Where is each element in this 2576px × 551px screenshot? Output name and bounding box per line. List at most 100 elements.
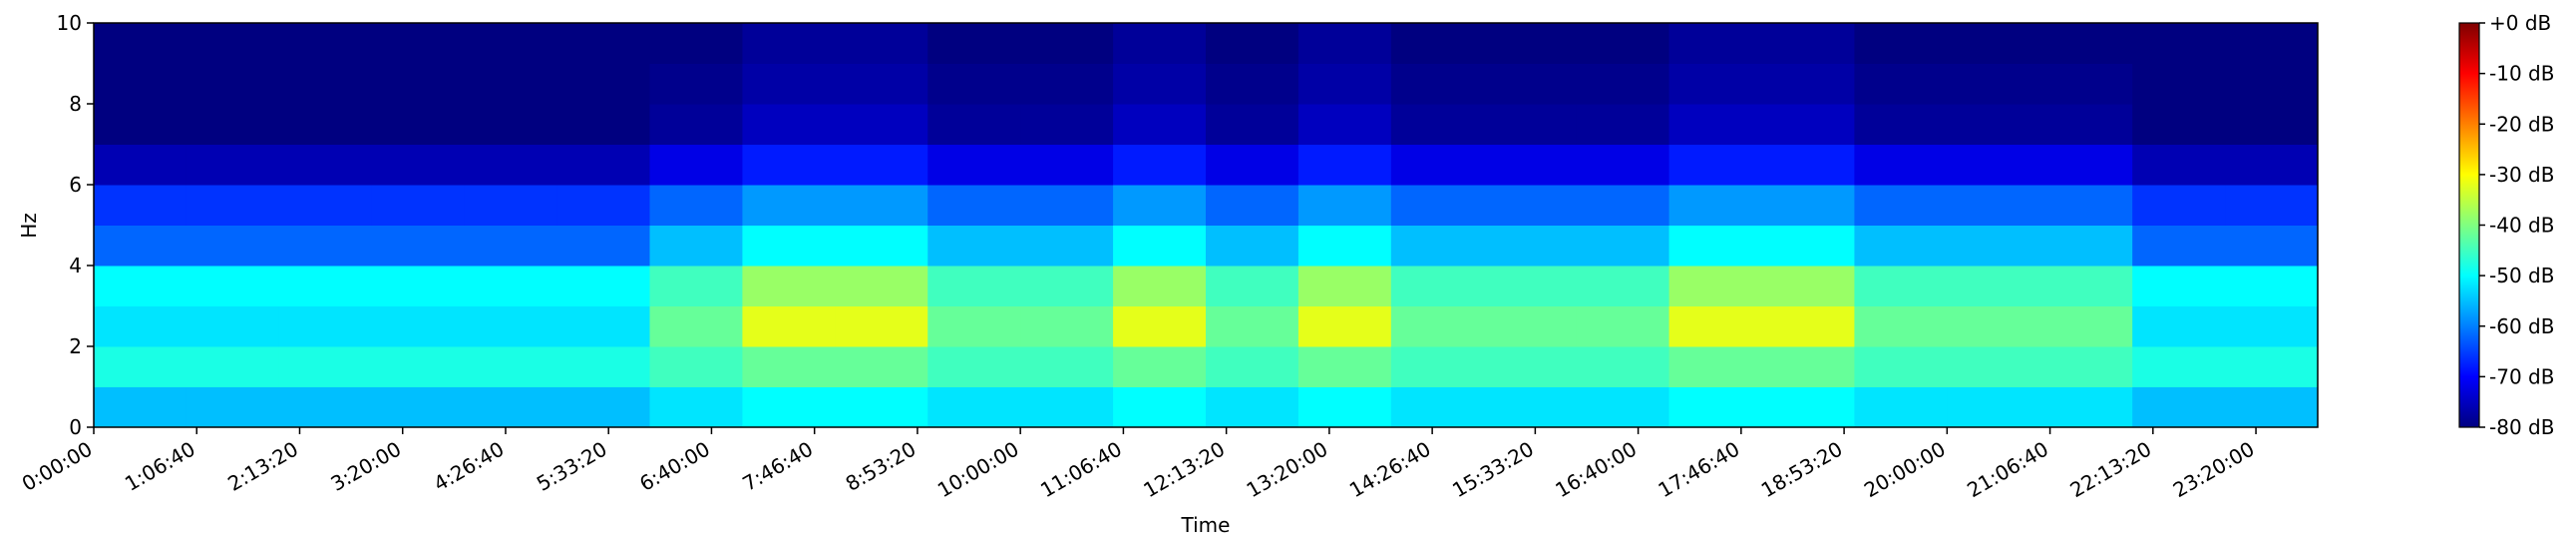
heatmap-cell [927, 386, 1021, 428]
heatmap-cell [464, 225, 558, 267]
heatmap-cell [556, 144, 650, 186]
x-tick-label: 8:53:20 [842, 437, 920, 496]
heatmap-cell [371, 144, 466, 186]
heatmap-cell [1020, 305, 1114, 347]
heatmap-cell [1576, 23, 1670, 64]
heatmap-cell [1483, 386, 1578, 428]
heatmap-cell [1206, 23, 1299, 64]
heatmap-cell [1761, 144, 1855, 186]
heatmap-cell [2039, 63, 2133, 105]
heatmap-cell [2132, 266, 2226, 306]
heatmap-cell [2039, 225, 2133, 267]
heatmap-cell [2225, 225, 2319, 267]
heatmap-cell [1947, 185, 2040, 226]
heatmap-cell [2132, 63, 2226, 105]
heatmap-cell [1761, 63, 1855, 105]
x-axis-label: Time [1181, 513, 1231, 537]
heatmap-cell [1206, 144, 1299, 186]
x-tick-label: 2:13:20 [223, 437, 302, 496]
heatmap-cell [835, 346, 928, 387]
heatmap-cell [185, 386, 280, 428]
heatmap-cell [742, 346, 836, 387]
heatmap-cell [1947, 23, 2040, 64]
heatmap-cell [1668, 225, 1762, 267]
heatmap-cell [1020, 225, 1114, 267]
heatmap-cell [2039, 305, 2133, 347]
heatmap-cell [556, 305, 650, 347]
heatmap-cell [742, 225, 836, 267]
heatmap-cell [649, 346, 743, 387]
heatmap-cell [2225, 23, 2319, 64]
heatmap-cell [1020, 185, 1114, 226]
x-tick-label: 21:06:40 [1963, 437, 2052, 503]
heatmap-cell [1483, 305, 1578, 347]
heatmap-cell [1668, 386, 1762, 428]
x-tick-label: 15:33:20 [1448, 437, 1538, 503]
heatmap-cell [742, 185, 836, 226]
heatmap-cell [1854, 346, 1948, 387]
heatmap-cell [835, 63, 928, 105]
heatmap-cell [927, 144, 1021, 186]
heatmap-cell [1854, 63, 1948, 105]
heatmap-cell [371, 185, 466, 226]
heatmap-cell [2225, 144, 2319, 186]
heatmap-cell [1206, 346, 1299, 387]
heatmap-cell [2132, 185, 2226, 226]
heatmap-cell [94, 63, 187, 105]
heatmap-cell [1020, 63, 1114, 105]
heatmap-cell [1297, 386, 1392, 428]
heatmap-cell [1113, 266, 1207, 306]
x-tick-label: 10:00:00 [933, 437, 1023, 503]
heatmap-cell [1576, 225, 1670, 267]
heatmap-cell [371, 225, 466, 267]
heatmap-cell [2039, 386, 2133, 428]
heatmap-cell [1668, 305, 1762, 347]
heatmap-cell [1113, 185, 1207, 226]
heatmap-cell [464, 386, 558, 428]
heatmap-cell [742, 23, 836, 64]
heatmap-cell [649, 23, 743, 64]
heatmap-cell [835, 266, 928, 306]
heatmap-cell [649, 144, 743, 186]
heatmap-cell [835, 23, 928, 64]
heatmap-cell [1113, 225, 1207, 267]
heatmap-cell [371, 346, 466, 387]
heatmap-cell [278, 23, 373, 64]
heatmap-cell [185, 266, 280, 306]
heatmap-cell [1947, 144, 2040, 186]
heatmap-cell [185, 305, 280, 347]
heatmap-cell [2039, 266, 2133, 306]
heatmap-cell [2225, 104, 2319, 145]
y-tick-label: 6 [69, 173, 82, 197]
heatmap-cell [1483, 225, 1578, 267]
heatmap-cell [1390, 225, 1485, 267]
heatmap-cell [464, 305, 558, 347]
heatmap-cell [1297, 305, 1392, 347]
heatmap-cell [1854, 266, 1948, 306]
x-tick-label: 17:46:40 [1655, 437, 1744, 503]
heatmap-cell [185, 144, 280, 186]
heatmap-cell [278, 104, 373, 145]
plot-frame [93, 22, 2319, 428]
heatmap-cell [2225, 266, 2319, 306]
heatmap-cell [1390, 386, 1485, 428]
heatmap-cell [1761, 104, 1855, 145]
heatmap-cell [1020, 144, 1114, 186]
heatmap-cell [2225, 63, 2319, 105]
heatmap-cell [1668, 23, 1762, 64]
x-tick-label: 22:13:20 [2066, 437, 2156, 503]
heatmap-cell [464, 104, 558, 145]
heatmap-cell [1206, 386, 1299, 428]
heatmap-cell [1854, 144, 1948, 186]
heatmap-cell [556, 386, 650, 428]
x-tick-label: 16:40:00 [1551, 437, 1641, 503]
heatmap-cell [371, 386, 466, 428]
heatmap-cell [1020, 104, 1114, 145]
heatmap-cell [185, 63, 280, 105]
heatmap-cell [1947, 266, 2040, 306]
heatmap-cell [464, 144, 558, 186]
heatmap-cell [649, 225, 743, 267]
heatmap-cell [649, 266, 743, 306]
heatmap-cell [1761, 185, 1855, 226]
